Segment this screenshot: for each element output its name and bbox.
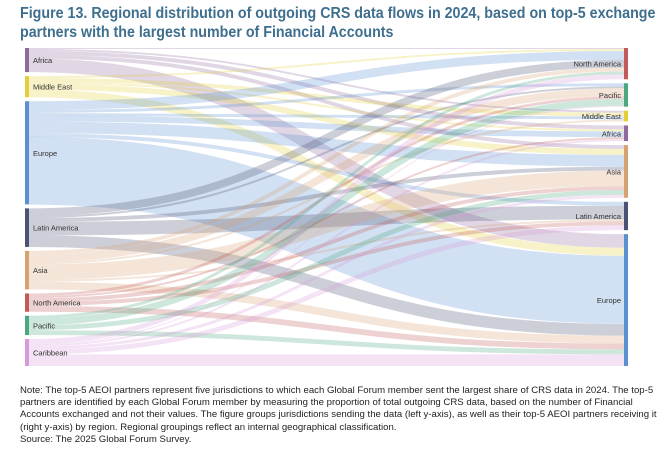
flow-europe-to-middle-east: [28, 112, 625, 120]
flow-europe-to-latin-america: [28, 133, 625, 206]
flow-africa-to-europe: [28, 58, 625, 248]
flow-pacific-to-north-america: [28, 71, 625, 319]
flow-caribbean-to-latin-america: [28, 225, 625, 355]
source-node-europe: [25, 101, 29, 205]
flow-asia-to-asia: [28, 170, 625, 280]
flow-latin-america-to-asia: [28, 166, 625, 222]
flow-latin-america-to-pacific: [28, 86, 625, 219]
source-label-pacific: Pacific: [33, 321, 55, 330]
flow-caribbean-to-africa: [28, 139, 625, 347]
flow-middle-east-to-middle-east: [28, 78, 625, 117]
flow-pacific-to-europe: [28, 330, 625, 355]
source-label-middle-east: Middle East: [33, 83, 73, 92]
source-label-europe: Europe: [33, 149, 57, 158]
flow-pacific-to-pacific: [28, 98, 625, 326]
target-node-middle-east: [624, 110, 628, 122]
target-label-africa: Africa: [602, 129, 622, 138]
source-node-pacific: [25, 315, 29, 336]
target-node-latin-america: [624, 201, 628, 231]
flow-europe-to-africa: [28, 115, 625, 138]
source-node-africa: [25, 48, 29, 73]
source-label-asia: Asia: [33, 266, 48, 275]
flow-asia-to-north-america: [28, 67, 625, 255]
source-label-latin-america: Latin America: [33, 224, 79, 233]
flow-europe-to-pacific: [28, 83, 625, 113]
sankey-chart: Africa Middle East Europe Latin America Asia…: [25, 47, 628, 367]
target-label-pacific: Pacific: [599, 91, 621, 100]
flow-north-america-to-asia: [28, 186, 625, 303]
flow-asia-to-middle-east: [28, 119, 625, 265]
target-label-latin-america: Latin America: [576, 212, 622, 221]
target-node-asia: [624, 145, 628, 198]
flow-latin-america-to-latin-america: [28, 205, 625, 236]
target-label-north-america: North America: [573, 60, 621, 69]
source-node-asia: [25, 250, 29, 290]
source-label-caribbean: Caribbean: [33, 349, 68, 358]
flow-caribbean-to-north-america: [28, 74, 625, 344]
flow-middle-east-to-africa: [28, 81, 625, 132]
flow-africa-to-asia: [28, 54, 625, 149]
flow-europe-to-europe: [28, 136, 625, 324]
flow-north-america-to-europe: [28, 305, 625, 350]
flow-asia-to-pacific: [28, 88, 625, 263]
target-node-africa: [624, 125, 628, 142]
source-text: Source: The 2025 Global Forum Survey.: [20, 433, 192, 445]
flow-north-america-to-africa: [28, 137, 625, 299]
title-line-2: partners with the largest number of Fina…: [20, 24, 394, 41]
flow-asia-to-europe: [28, 281, 625, 344]
target-label-middle-east: Middle East: [582, 112, 622, 121]
flow-middle-east-to-asia: [28, 83, 625, 155]
target-node-pacific: [624, 83, 628, 107]
flow-africa-to-middle-east: [28, 48, 625, 113]
source-label-africa: Africa: [33, 56, 53, 65]
flow-north-america-to-pacific: [28, 95, 625, 297]
flow-middle-east-to-europe: [28, 89, 625, 256]
source-label-north-america: North America: [33, 299, 81, 308]
source-node-caribbean: [25, 339, 29, 366]
flow-asia-to-latin-america: [28, 219, 625, 282]
flow-europe-to-asia: [28, 121, 625, 167]
figure-title: Figure 13. Regional distribution of outg…: [20, 4, 656, 42]
source-node-latin-america: [25, 208, 29, 247]
target-node-north-america: [624, 48, 628, 80]
flow-pacific-to-asia: [28, 190, 625, 331]
flow-africa-to-africa: [28, 50, 625, 130]
target-label-asia: Asia: [606, 167, 621, 176]
flow-caribbean-to-asia: [28, 194, 625, 350]
flow-latin-america-to-europe: [28, 235, 625, 336]
flow-europe-to-north-america: [28, 50, 625, 110]
target-node-europe: [624, 234, 628, 366]
flow-caribbean-to-pacific: [28, 105, 625, 345]
source-node-middle-east: [25, 76, 29, 98]
title-line-1: Figure 13. Regional distribution of outg…: [20, 5, 656, 22]
flow-north-america-to-latin-america: [28, 221, 625, 306]
source-node-north-america: [25, 293, 29, 312]
figure-note: Note: The top-5 AEOI partners represent …: [20, 385, 660, 446]
note-text: Note: The top-5 AEOI partners represent …: [20, 385, 657, 433]
target-label-europe: Europe: [597, 296, 621, 305]
flow-middle-east-to-north-america: [28, 48, 625, 79]
flow-latin-america-to-north-america: [28, 59, 625, 217]
